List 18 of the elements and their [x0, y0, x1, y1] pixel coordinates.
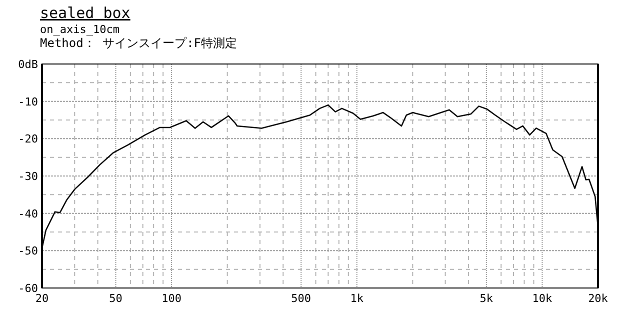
- x-tick-label: 5k: [480, 292, 494, 305]
- chart-subtitle: on_axis_10cm: [40, 23, 120, 36]
- y-tick-label: 0dB: [18, 58, 38, 71]
- y-tick-label: -20: [18, 132, 38, 146]
- text: Method： サインスイープ:F特測定: [40, 36, 238, 50]
- x-tick-label: 500: [291, 292, 312, 305]
- y-tick-label: -50: [18, 244, 38, 258]
- x-tick-label: 10k: [532, 292, 553, 305]
- y-tick-label: -30: [18, 170, 38, 183]
- x-tick-label: 1k: [350, 292, 364, 305]
- chart-title: sealed box: [40, 4, 130, 22]
- x-tick-label: 100: [162, 292, 182, 305]
- y-tick-label: -60: [18, 282, 38, 295]
- y-tick-label: -10: [18, 95, 38, 108]
- y-tick-label: -40: [18, 207, 38, 220]
- x-tick-label: 50: [109, 292, 122, 305]
- x-tick-label: 20k: [588, 292, 608, 305]
- x-tick-label: 20: [35, 292, 49, 305]
